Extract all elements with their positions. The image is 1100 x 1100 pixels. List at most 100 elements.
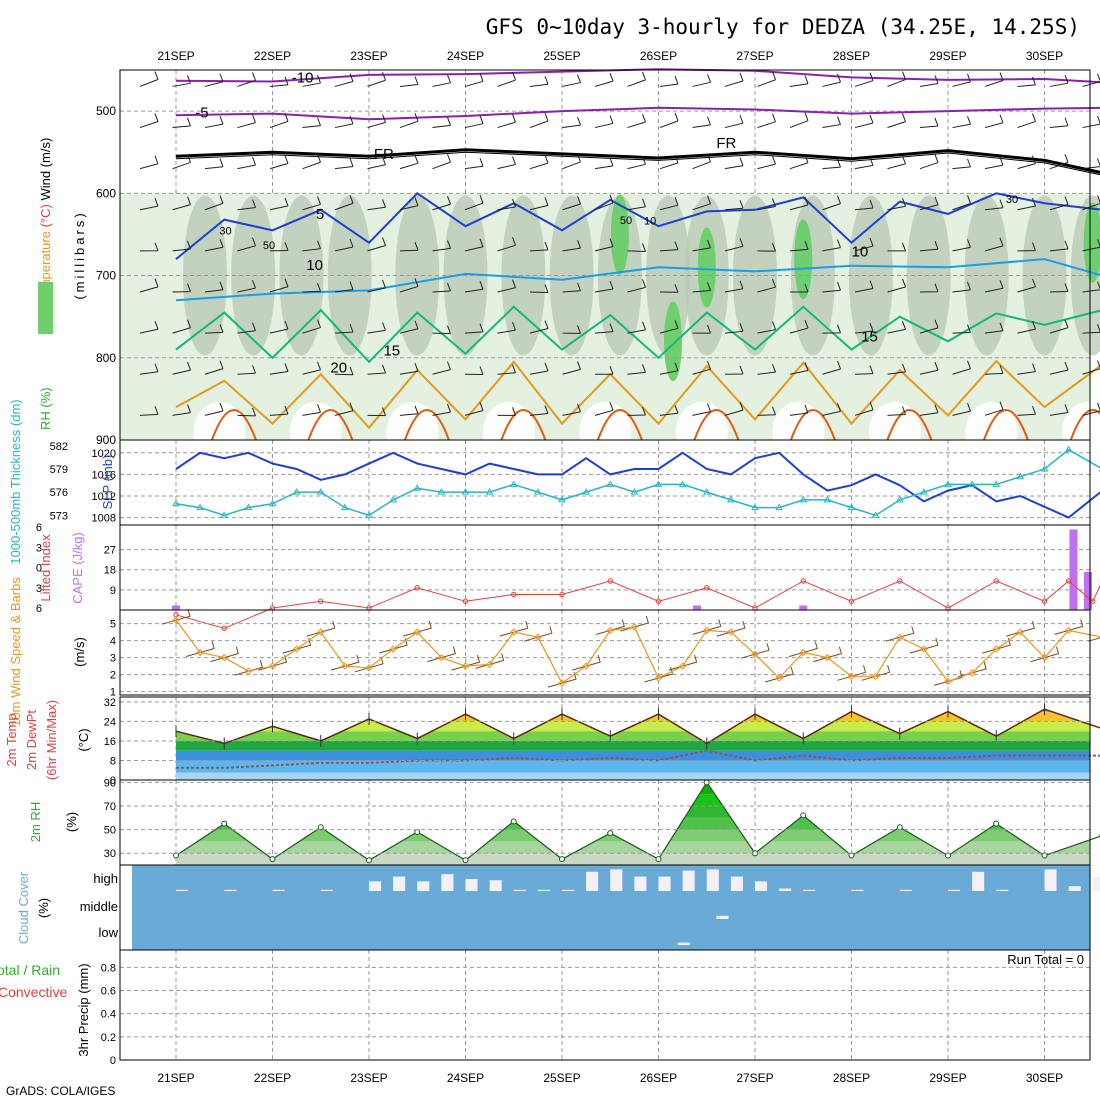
wind-barb — [984, 322, 1004, 334]
wind-barb — [594, 72, 614, 87]
wind-speed-marker — [244, 667, 253, 675]
wind-barb — [984, 156, 1004, 170]
date-tick-top: 24SEP — [447, 49, 484, 63]
wind-barb — [724, 200, 744, 211]
pressure-tick: 600 — [96, 186, 116, 200]
wind-barb — [692, 361, 711, 375]
wind-barb — [952, 324, 971, 334]
wind-barb — [432, 196, 451, 211]
wind-barb — [789, 196, 809, 211]
wind-10m-barb — [161, 609, 191, 625]
cloud-unit: (%) — [36, 898, 51, 918]
freezing-line-outline — [175, 151, 1100, 176]
wind-10m-barb — [620, 615, 649, 632]
wind-barb — [562, 403, 581, 416]
dry-pocket — [193, 402, 246, 462]
thickness-marker — [220, 511, 229, 518]
minmax-label: (6hr Min/Max) — [44, 700, 59, 780]
wind-barb — [757, 71, 776, 87]
thickness-marker — [606, 480, 615, 487]
thickness-marker — [847, 503, 856, 511]
wind-barb — [1049, 154, 1069, 170]
rh-tick: 70 — [104, 801, 116, 813]
wind-barb — [952, 116, 971, 129]
wind-barb — [627, 156, 646, 170]
wind-barb — [432, 403, 451, 416]
wind-barb — [432, 74, 451, 87]
rh-marker — [317, 824, 324, 831]
wind-barb — [529, 405, 549, 416]
rh-band — [176, 841, 1090, 854]
wind-barb — [627, 198, 646, 211]
li-tick: 6 — [36, 522, 42, 534]
cape-bar — [1069, 529, 1078, 610]
wind-speed-marker — [1016, 628, 1025, 636]
date-tick-top: 22SEP — [254, 49, 291, 63]
wind-barb — [822, 282, 841, 293]
wind-barb — [237, 156, 256, 170]
wind-speed-marker — [461, 662, 470, 670]
wind-speed-marker — [485, 660, 494, 669]
dry-pocket — [579, 402, 632, 462]
wind-barb — [237, 279, 256, 293]
wind-barb — [237, 237, 256, 252]
cloud-high-bar — [948, 889, 961, 891]
wind-barb — [724, 157, 744, 170]
wind-barb — [692, 116, 711, 129]
wind-barb — [594, 323, 614, 334]
wind-barb — [302, 283, 321, 293]
contour-label: 20 — [330, 360, 347, 377]
footer-credit: GrADS: COLA/IGES — [6, 1084, 115, 1098]
contour-label: 10 — [852, 244, 869, 261]
wind-speed-marker — [992, 645, 1000, 653]
contour-label: 15 — [861, 328, 878, 345]
rh-marker — [414, 828, 421, 835]
wind-barb — [497, 114, 516, 129]
wind-barb — [562, 116, 581, 129]
wind-10m-barb — [716, 620, 746, 637]
cloud-high-bar — [972, 871, 985, 891]
wind-barb — [887, 155, 906, 170]
wind-barb — [952, 239, 971, 252]
wind-barb — [627, 243, 646, 252]
wind-speed-marker — [871, 672, 880, 681]
dry-pocket — [772, 402, 825, 462]
thickness-marker — [823, 495, 832, 503]
wind-barb — [757, 363, 776, 375]
wind-10m-barb — [1088, 637, 1100, 642]
contour-label: 10 — [644, 216, 656, 228]
wind-barb — [919, 75, 939, 87]
contour-label: 15 — [383, 342, 400, 359]
temp-tick: 8 — [110, 755, 116, 767]
wind-barb — [789, 362, 809, 375]
cloud-high-bar — [706, 869, 719, 891]
wind-barb — [724, 238, 744, 252]
thickness-marker — [340, 503, 349, 511]
wind-barb — [204, 73, 224, 87]
cloud-high-bar — [586, 871, 599, 891]
wind-barb — [854, 280, 874, 293]
wind-speed-marker — [847, 672, 856, 681]
li-tick: 3 — [36, 583, 42, 595]
wind-barb — [822, 239, 841, 252]
isotherm-25 — [596, 409, 643, 441]
upper-air-ylabel-part: Wind — [38, 171, 53, 204]
rh-high-patch — [663, 301, 682, 382]
wind-barb — [627, 279, 646, 293]
wind-barb — [887, 242, 906, 252]
rh-marker — [848, 852, 855, 859]
wind-barb — [854, 237, 874, 252]
wind-barb — [1082, 115, 1100, 129]
cloud-cover-panel: high middle low Cloud Cover (%) — [16, 864, 1100, 951]
wind-barb — [822, 195, 841, 211]
wind-barb — [399, 363, 419, 375]
wind-speed-marker — [196, 648, 204, 657]
wind-barb — [757, 198, 776, 211]
wind-barb — [1049, 75, 1069, 87]
wind-barb — [594, 402, 614, 416]
wind-barb — [789, 241, 809, 252]
thickness-marker — [702, 488, 711, 495]
cloud-high-bar — [996, 889, 1009, 891]
date-tick-top: 23SEP — [350, 49, 387, 63]
contour-label: -10 — [292, 69, 314, 86]
